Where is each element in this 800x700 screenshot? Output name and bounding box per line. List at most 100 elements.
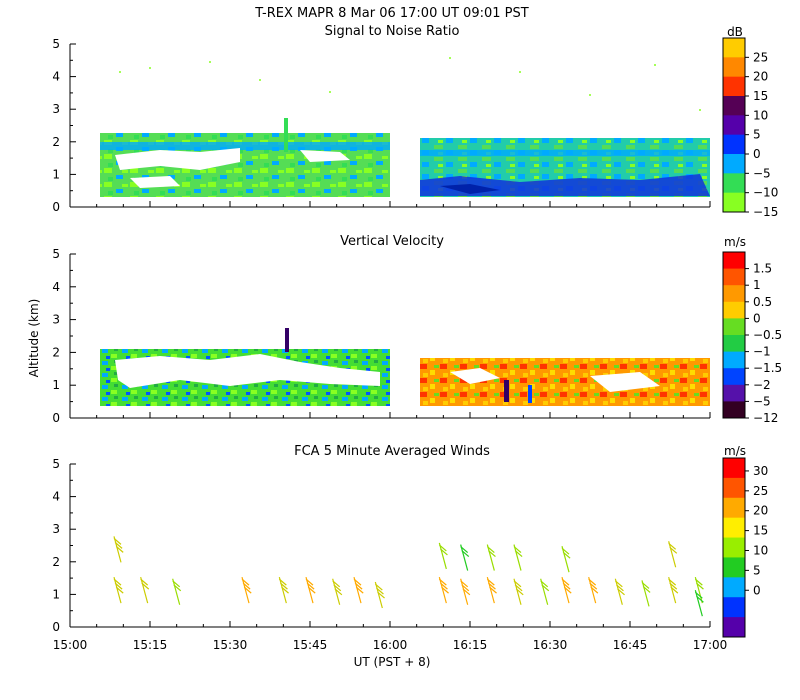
x-tick-label: 17:00 [693,638,728,652]
colorbar-label: −10 [753,186,778,200]
colorbar-swatch [723,537,745,558]
colorbar-label: −12 [753,411,778,425]
wind-barb [540,578,550,605]
panel-title-velocity: Vertical Velocity [340,234,444,249]
y-tick-label: 4 [52,70,60,84]
colorbar-swatch [723,76,745,97]
colorbar-label: −5 [753,394,771,408]
wind-barb [486,544,496,571]
wind-barb [513,578,524,605]
wind-barb [460,578,471,605]
colorbar-unit: m/s [724,444,746,458]
wind-barb [172,578,182,605]
x-tick-label: 15:45 [293,638,328,652]
wind-barb [278,576,289,604]
wind-barb [113,576,124,604]
colorbar-swatch [723,557,745,578]
colorbar-label: 25 [753,484,768,498]
wind-barb [438,576,449,604]
velocity-blue-patch [528,385,532,403]
snr-blue-band [100,142,390,150]
colorbar-label: 0 [753,311,761,325]
colorbar-frame [722,37,746,213]
colorbar-swatch [723,38,745,58]
colorbar-swatch [723,115,745,136]
x-tick-label: 16:30 [533,638,568,652]
velocity-downdraft [504,380,509,402]
wind-barb [694,590,704,617]
colorbar-swatch [723,597,745,618]
colorbar-swatch [723,384,745,402]
colorbar-swatch [723,57,745,78]
y-tick-label: 3 [52,313,60,327]
colorbar-label: 5 [753,128,761,142]
snr-colorbar: dB 25 20 15 10 5 0 −5 −10 −15 [722,25,778,219]
colorbar-frame [722,457,746,638]
x-tick-label: 15:15 [133,638,168,652]
winds-colorbar: m/s 30 25 20 15 10 5 0 [722,444,768,638]
colorbar-label: 1.5 [753,262,772,276]
snr-spike [284,118,288,152]
colorbar-swatch [723,617,745,638]
x-tick-label: 16:45 [613,638,648,652]
colorbar-label: 20 [753,70,768,84]
colorbar-unit: m/s [724,235,746,249]
wind-barb [374,581,385,609]
colorbar-swatch [723,335,745,353]
wind-barb [668,576,679,604]
colorbar-swatch [723,173,745,194]
wind-barb [305,576,316,604]
wind-barb [641,580,651,607]
velocity-spike [285,328,289,352]
colorbar-label: 25 [753,50,768,64]
velocity-segment-2 [420,358,710,406]
wind-barb [561,546,571,573]
wind-barb [561,576,572,604]
colorbar-swatch [723,268,745,286]
velocity-axes: 0 1 2 3 4 5 [52,247,711,425]
wind-barb [513,544,523,571]
y-axis-label: Altitude (km) [27,299,41,378]
colorbar-swatch [723,318,745,336]
y-tick-label: 5 [52,37,60,51]
colorbar-swatch [723,154,745,174]
y-tick-label: 5 [52,247,60,261]
wind-barb [694,576,704,604]
colorbar-label: 5 [753,563,761,577]
x-tick-label: 15:30 [213,638,248,652]
wind-barb [460,544,470,571]
winds-axes: 0 1 2 3 4 5 15:00 15:15 15:30 15:45 16:00 16:15 16:3… [52,457,727,652]
y-tick-label: 3 [52,102,60,116]
y-tick-label: 4 [52,280,60,294]
wind-barb [353,576,364,604]
colorbar-swatch [723,134,745,155]
y-tick-label: 3 [52,522,60,536]
colorbar-swatch [723,497,745,519]
colorbar-label: −15 [753,205,778,219]
wind-barb [588,576,599,604]
colorbar-label: −0.5 [753,328,782,342]
velocity-gap-1 [115,354,380,388]
colorbar-unit: dB [727,25,743,39]
snr-axes: 0 1 2 3 4 5 [52,37,711,214]
colorbar-label: −2 [753,378,771,392]
wind-barb [241,576,252,604]
snr-field [100,118,710,197]
y-tick-label: 2 [52,555,60,569]
panel-snr: Signal to Noise Ratio 0 1 2 3 4 5 dB 25 20 15 10 5… [52,24,778,219]
y-tick-label: 5 [52,457,60,471]
x-tick-label: 16:15 [453,638,488,652]
y-tick-label: 0 [52,620,60,634]
colorbar-swatch [723,477,745,499]
y-tick-label: 1 [52,167,60,181]
colorbar-label: 10 [753,108,768,122]
colorbar-swatch [723,301,745,319]
velocity-gap-2 [450,368,500,384]
colorbar-swatch [723,96,745,116]
snr-dark-patch [440,184,500,194]
colorbar-label: 0.5 [753,295,772,309]
colorbar-swatch [723,401,745,419]
panel-title-snr: Signal to Noise Ratio [325,24,460,39]
velocity-field [100,328,710,406]
